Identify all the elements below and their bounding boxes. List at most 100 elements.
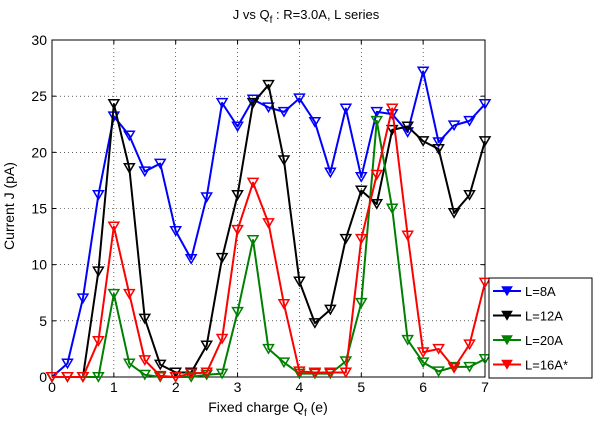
data-point (215, 368, 229, 380)
data-point (153, 359, 167, 371)
legend-marker (501, 335, 513, 346)
data-point (200, 192, 213, 203)
data-point (401, 121, 414, 133)
data-point (432, 366, 445, 378)
data-point (215, 333, 229, 345)
data-point (463, 190, 476, 201)
data-point (478, 99, 492, 110)
y-tick-label: 0 (39, 369, 47, 385)
data-point (231, 121, 244, 133)
data-point (308, 117, 322, 128)
y-axis-label: Current J (pA) (1, 162, 17, 250)
legend-item-l-8a: L=8A (493, 284, 556, 299)
data-point (478, 136, 492, 147)
data-point (123, 358, 136, 370)
x-tick-label: 2 (172, 379, 180, 395)
data-point (416, 347, 430, 359)
series-line-l-20a (52, 119, 486, 378)
y-tick-label: 5 (39, 313, 47, 329)
legend-label: L=20A (525, 333, 563, 348)
data-point (107, 221, 121, 233)
data-point (385, 203, 399, 215)
series-line-l-8a (51, 70, 486, 378)
data-point (478, 354, 492, 365)
data-point (61, 358, 74, 370)
data-point (463, 115, 476, 127)
legend-item-l-12a: L=12A (493, 309, 563, 324)
legend: L=8A L=12A L=20A L=16A* (488, 277, 593, 379)
series-l-8a (45, 66, 492, 383)
data-point (478, 277, 492, 289)
data-point (169, 225, 183, 237)
legend-marker (501, 359, 513, 370)
series-l-16a (45, 103, 492, 383)
chart-title: J vs Qf : R=3.0A, L series (233, 7, 380, 26)
data-point (262, 79, 275, 91)
data-point (339, 233, 353, 245)
data-point (277, 298, 291, 310)
data-point (370, 199, 384, 210)
data-point (153, 370, 167, 382)
data-point (76, 372, 90, 383)
data-point (123, 163, 136, 174)
data-point (339, 356, 353, 368)
data-point (354, 172, 368, 183)
data-point (277, 106, 291, 118)
data-point (231, 306, 244, 318)
data-point (184, 368, 198, 380)
data-point (246, 234, 260, 246)
legend-label: L=12A (525, 309, 563, 324)
data-point (432, 343, 445, 355)
x-tick-label: 7 (481, 379, 489, 395)
data-point (45, 372, 59, 383)
data-point (324, 304, 337, 316)
y-tick-label: 10 (31, 257, 47, 273)
data-point (92, 190, 105, 201)
data-point (463, 361, 476, 373)
data-point (123, 130, 136, 142)
data-point (447, 120, 461, 132)
y-tick-label: 30 (31, 32, 47, 48)
plot-frame (51, 39, 486, 378)
x-axis-label: Fixed charge Qf (e) (208, 399, 328, 419)
data-point (92, 336, 105, 347)
data-point (92, 266, 105, 278)
data-point (215, 97, 229, 109)
data-point (416, 357, 430, 369)
data-point (184, 254, 198, 265)
data-point (153, 158, 167, 170)
data-point (61, 372, 74, 383)
data-point (76, 293, 90, 305)
data-point (401, 230, 414, 242)
data-point (463, 339, 476, 351)
data-point (138, 355, 152, 366)
data-point (354, 297, 368, 309)
x-tick-label: 5 (357, 379, 365, 395)
data-point (138, 369, 152, 381)
series-line-l-16a (52, 107, 486, 378)
data-point (200, 367, 213, 379)
data-point (339, 367, 353, 379)
data-point (277, 357, 291, 369)
data-point (432, 143, 445, 155)
legend-marker (501, 286, 513, 297)
axis-ticks: 0 1 2 3 4 5 6 7 0 5 10 15 20 25 30 (31, 32, 489, 395)
data-point (370, 169, 384, 181)
data-point (354, 233, 368, 245)
legend-label: L=16A* (525, 358, 568, 373)
y-tick-label: 15 (31, 201, 47, 217)
data-point (246, 177, 260, 189)
data-point (354, 185, 368, 197)
data-point (107, 99, 121, 110)
data-point (432, 137, 445, 148)
data-point (231, 190, 244, 201)
data-point (447, 207, 461, 219)
data-point (262, 102, 275, 114)
data-point (200, 340, 213, 352)
data-point (277, 155, 291, 166)
data-point (447, 363, 461, 374)
data-point (370, 115, 384, 127)
data-point (324, 367, 337, 379)
data-point (262, 343, 275, 355)
